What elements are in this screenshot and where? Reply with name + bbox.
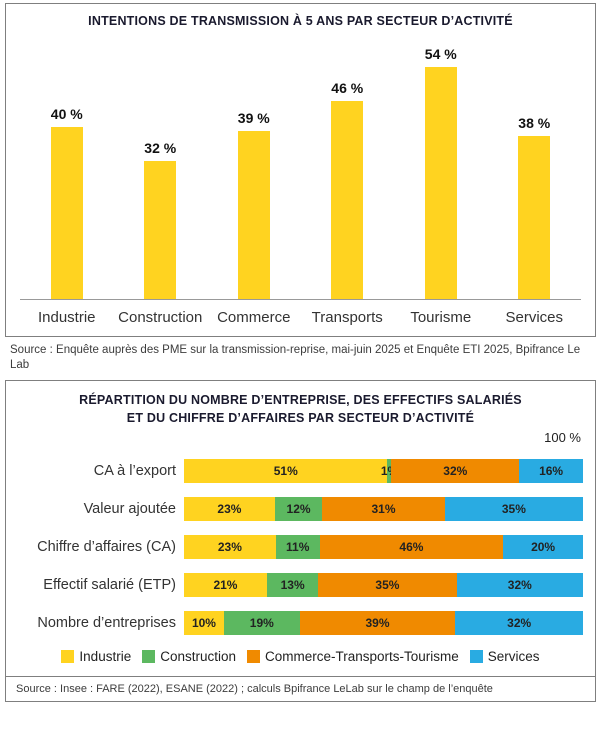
bar-column-transports: 46 %: [301, 80, 395, 300]
bar: [237, 131, 270, 300]
segment-commerce-transports-tourisme: 35%: [318, 573, 457, 598]
stacked-chart-rows: CA à l’export 51% 1% 32% 16% Valeur ajoutée 23…: [12, 459, 589, 636]
bar: [518, 136, 551, 300]
segment-industrie: 51%: [184, 459, 388, 484]
stacked-bar: 23% 12% 31% 35%: [184, 497, 583, 522]
category-label: Tourisme: [410, 309, 472, 327]
bar-column-commerce: 39 %: [207, 110, 301, 300]
legend-swatch: [247, 650, 260, 664]
category-label: Transports: [311, 309, 383, 327]
bar-column-industrie: 40 %: [20, 106, 114, 300]
stacked-bar: 51% 1% 32% 16%: [184, 459, 583, 484]
category-label: Industrie: [37, 309, 96, 327]
bar-column-services: 38 %: [488, 115, 582, 300]
bar: [424, 67, 457, 300]
row-label: Nombre d’entreprises: [37, 615, 176, 632]
bar: [331, 101, 364, 300]
segment-services: 16%: [519, 459, 583, 484]
stacked-bar-row: Chiffre d’affaires (CA) 23% 11% 46% 20%: [18, 535, 583, 560]
bar-value-label: 40 %: [50, 106, 83, 123]
bar-column-construction: 32 %: [114, 140, 208, 300]
row-label: CA à l’export: [93, 463, 176, 480]
category-label: Services: [505, 309, 564, 327]
bar-chart-categories: Industrie Construction Commerce Transports T…: [20, 300, 581, 332]
transmission-chart-panel: INTENTIONS DE TRANSMISSION À 5 ANS PAR S…: [5, 3, 596, 338]
bar-value-label: 32 %: [144, 140, 177, 157]
segment-industrie: 23%: [184, 497, 275, 522]
legend-item-commerce-transports-tourisme: Commerce-Transports-Tourisme: [247, 649, 459, 664]
bar-value-label: 46 %: [331, 80, 364, 97]
segment-services: 20%: [503, 535, 583, 560]
bar-value-label: 54 %: [424, 46, 457, 63]
bar-column-tourisme: 54 %: [394, 46, 488, 300]
segment-construction: 11%: [275, 535, 320, 560]
segment-construction: 19%: [223, 611, 300, 636]
bar: [50, 127, 83, 300]
stacked-bar: 21% 13% 35% 32%: [184, 573, 583, 598]
legend-label: Construction: [160, 649, 236, 665]
chart1-source: Source : Enquête auprès des PME sur la t…: [10, 344, 581, 372]
segment-services: 32%: [456, 573, 583, 598]
legend-item-construction: Construction: [142, 649, 236, 664]
repartition-chart-panel: RÉPARTITION DU NOMBRE D’ENTREPRISE, DES …: [5, 380, 596, 703]
stacked-bar: 10% 19% 39% 32%: [184, 611, 584, 636]
segment-services: 35%: [444, 497, 583, 522]
bar: [144, 161, 177, 300]
category-label: Commerce: [217, 309, 291, 327]
stacked-bar-row: CA à l’export 51% 1% 32% 16%: [18, 459, 583, 484]
chart2-source: Source : Insee : FARE (2022), ESANE (202…: [16, 683, 493, 696]
segment-industrie: 21%: [184, 573, 267, 598]
chart-legend: Industrie Construction Commerce-Transports…: [12, 649, 589, 664]
segment-commerce-transports-tourisme: 31%: [322, 497, 445, 522]
row-label: Chiffre d’affaires (CA): [37, 539, 176, 556]
row-label: Valeur ajoutée: [83, 501, 176, 518]
legend-swatch: [142, 650, 156, 664]
stacked-bar-row: Effectif salarié (ETP) 21% 13% 35% 32%: [18, 573, 583, 598]
legend-swatch: [61, 650, 75, 664]
legend-label: Commerce-Transports-Tourisme: [265, 649, 459, 665]
segment-commerce-transports-tourisme: 39%: [299, 611, 456, 636]
segment-industrie: 23%: [184, 535, 276, 560]
legend-label: Industrie: [79, 649, 132, 665]
bar-chart-plot: 40 % 32 % 39 % 46 % 54 % 38 %: [20, 42, 582, 301]
segment-construction: 12%: [274, 497, 323, 522]
bar-value-label: 38 %: [518, 115, 551, 132]
stacked-bar-row: Nombre d’entreprises 10% 19% 39% 32%: [18, 611, 584, 636]
segment-construction: 13%: [266, 573, 319, 598]
stacked-bar: 23% 11% 46% 20%: [184, 535, 583, 560]
bar-value-label: 39 %: [237, 110, 270, 127]
chart2-title: RÉPARTITION DU NOMBRE D’ENTREPRISE, DES …: [79, 393, 522, 426]
segment-industrie: 10%: [184, 611, 224, 636]
chart1-title: INTENTIONS DE TRANSMISSION À 5 ANS PAR S…: [88, 14, 513, 28]
segment-services: 32%: [455, 611, 584, 636]
axis-100-label: 100 %: [544, 430, 581, 446]
legend-item-industrie: Industrie: [61, 649, 131, 664]
segment-commerce-transports-tourisme: 32%: [391, 459, 520, 484]
legend-item-services: Services: [469, 649, 540, 665]
stacked-bar-row: Valeur ajoutée 23% 12% 31% 35%: [18, 497, 583, 522]
legend-swatch: [469, 650, 483, 664]
legend-label: Services: [487, 649, 540, 665]
row-label: Effectif salarié (ETP): [43, 577, 176, 594]
category-label: Construction: [118, 309, 203, 327]
segment-commerce-transports-tourisme: 46%: [319, 535, 504, 560]
chart2-source-footer: Source : Insee : FARE (2022), ESANE (202…: [6, 676, 595, 701]
